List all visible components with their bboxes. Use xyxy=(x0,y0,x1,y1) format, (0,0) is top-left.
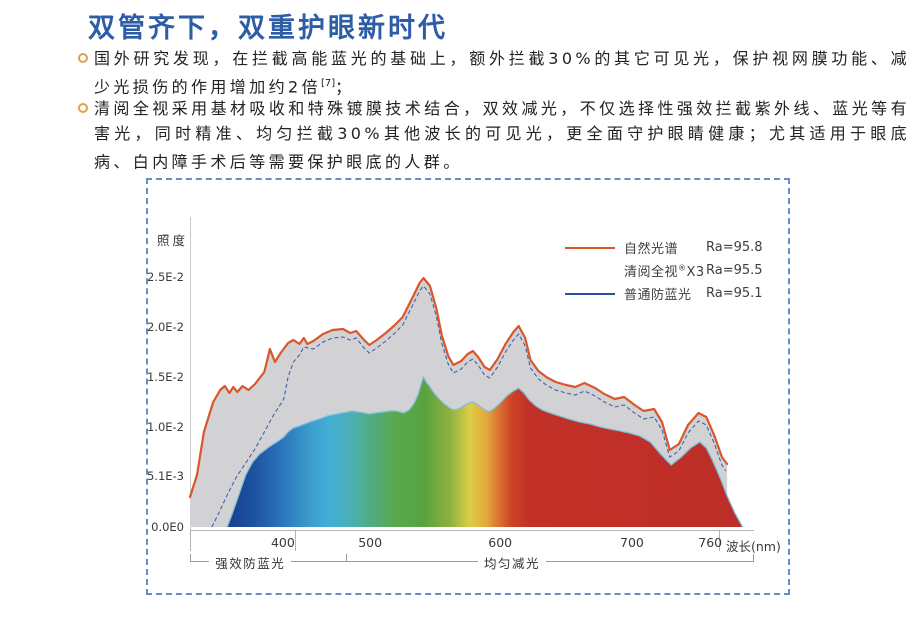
legend-ra-value: Ra=95.1 xyxy=(706,286,763,301)
x-tick-label: 700 xyxy=(620,535,644,550)
y-tick-label: 2.0E-2 xyxy=(146,320,184,334)
x-axis-divider xyxy=(294,530,296,551)
legend-row: 自然光谱 Ra=95.8 xyxy=(565,236,763,259)
legend-line-swatch xyxy=(565,246,615,249)
legend-row: 清阅全视®X3 Ra=95.5 xyxy=(565,259,763,282)
bracket-end-tick xyxy=(345,554,347,562)
y-tick-label: 0.0E0 xyxy=(151,520,184,534)
y-tick-label: 1.5E-2 xyxy=(146,370,184,384)
bullet-circle-icon xyxy=(78,53,88,63)
x3-spectrum-rainbow-fill xyxy=(227,377,743,527)
bullet-tail: ； xyxy=(335,77,355,97)
legend-row: 普通防蓝光 Ra=95.1 xyxy=(565,282,763,305)
chart-legend: 自然光谱 Ra=95.8 清阅全视®X3 Ra=95.5 普通防蓝光 Ra=95.1 xyxy=(565,236,763,305)
y-axis-line xyxy=(190,217,191,551)
footnote-ref: [7] xyxy=(320,78,336,89)
legend-empty-swatch xyxy=(565,270,615,272)
x-axis-line xyxy=(190,530,754,531)
page-title: 双管齐下，双重护眼新时代 xyxy=(88,13,448,44)
bullet-lead: 国外研究发现，在拦截高能蓝光的基础上，额外拦截30%的其它可见光，保护视网膜功能… xyxy=(94,49,910,97)
bullet-text: 国外研究发现，在拦截高能蓝光的基础上，额外拦截30%的其它可见光，保护视网膜功能… xyxy=(94,46,910,99)
chart-dashed-frame xyxy=(146,178,790,595)
y-tick-label: 2.5E-2 xyxy=(146,270,184,284)
x-axis-title: 波长(nm) xyxy=(726,539,781,554)
registered-mark: ® xyxy=(678,263,687,273)
natural-spectrum-line xyxy=(188,276,729,499)
x3-spectrum-edge-line xyxy=(226,375,744,528)
x-axis-divider xyxy=(190,530,191,551)
legend-series-name: 普通防蓝光 xyxy=(624,288,692,303)
bullet-circle-icon xyxy=(78,103,88,113)
bracket-line xyxy=(345,561,753,562)
legend-series-name: 清阅全视®X3 xyxy=(624,263,705,280)
x-tick-label: 400 xyxy=(270,535,295,550)
bullet-text: 清阅全视采用基材吸收和特殊镀膜技术结合，双效减光，不仅选择性强效拦截紫外线、蓝光… xyxy=(94,96,910,174)
y-axis-title: 照度 xyxy=(156,233,188,248)
x-axis-divider xyxy=(718,530,720,551)
x-tick-label: 600 xyxy=(488,535,513,550)
legend-line-swatch xyxy=(565,292,615,295)
legend-series-name: 自然光谱 xyxy=(624,242,679,257)
bullet-lead: 清阅全视采用基材吸收和特殊镀膜技术结合，双效减光，不仅选择性强效拦截紫外线、蓝光… xyxy=(94,99,910,172)
spectrum-chart xyxy=(188,276,744,528)
bracket-label: 均匀减光 xyxy=(478,553,547,572)
common-blueblock-dashed-line xyxy=(211,285,727,528)
bracket-end-tick xyxy=(190,554,191,562)
bullet-item: 国外研究发现，在拦截高能蓝光的基础上，额外拦截30%的其它可见光，保护视网膜功能… xyxy=(78,46,910,99)
x-tick-label: 500 xyxy=(358,535,383,550)
x-tick-label: 760 xyxy=(698,535,723,550)
bracket-label: 强效防蓝光 xyxy=(209,553,292,572)
y-tick-label: 1.0E-2 xyxy=(146,420,184,434)
bullet-item: 清阅全视采用基材吸收和特殊镀膜技术结合，双效减光，不仅选择性强效拦截紫外线、蓝光… xyxy=(78,96,910,174)
legend-ra-value: Ra=95.5 xyxy=(706,263,763,278)
y-tick-label: 5.1E-3 xyxy=(146,469,184,483)
bracket-end-tick xyxy=(753,554,754,562)
legend-ra-value: Ra=95.8 xyxy=(706,240,763,255)
